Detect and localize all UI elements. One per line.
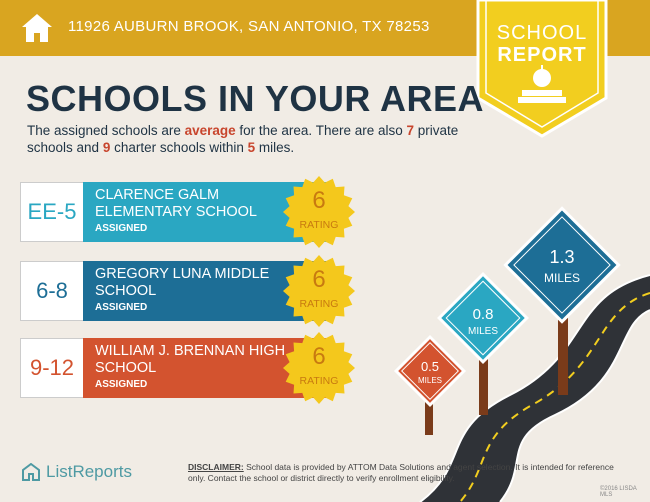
road-illustration: 1.3 MILES 0.8 MILES 0.5 MILES: [393, 206, 650, 502]
school-status: ASSIGNED: [95, 302, 148, 313]
school-name: CLARENCE GALM ELEMENTARY SCHOOL: [95, 187, 257, 220]
listreports-logo[interactable]: ListReports: [22, 462, 132, 482]
disclaimer: DISCLAIMER: School data is provided by A…: [188, 462, 614, 483]
school-report-badge: [476, 0, 608, 138]
school-name: WILLIAM J. BRENNAN HIGH SCHOOL: [95, 343, 286, 376]
sign-0-8-miles: 0.8 MILES: [437, 272, 529, 364]
rating-seal: 6 RATING: [282, 254, 356, 328]
rating-label: RATING: [299, 375, 339, 387]
sign-value: 1.3: [549, 247, 574, 267]
rating-value: 6: [312, 187, 326, 214]
rating-seal: 6 RATING: [282, 175, 356, 249]
rating-value: 6: [312, 343, 326, 370]
rating-value: 6: [312, 266, 326, 293]
sign-unit: MILES: [418, 376, 442, 385]
grade-range: 6-8: [20, 261, 84, 321]
intro-text: The assigned schools are average for the…: [27, 123, 459, 155]
house-icon: [22, 14, 52, 42]
badge-title: SCHOOL REPORT: [496, 22, 588, 66]
listreports-icon: [22, 463, 40, 481]
sign-unit: MILES: [468, 326, 498, 337]
sign-unit: MILES: [544, 271, 580, 285]
school-status: ASSIGNED: [95, 223, 148, 234]
sign-0-5-miles: 0.5 MILES: [393, 334, 467, 408]
rating-label: RATING: [299, 219, 339, 231]
page-title: SCHOOLS IN YOUR AREA: [26, 78, 485, 119]
copyright: ©2016 LISDA MLS: [600, 486, 637, 498]
grade-range: EE-5: [20, 182, 84, 242]
sign-value: 0.5: [421, 359, 439, 374]
school-card: CLARENCE GALM ELEMENTARY SCHOOL ASSIGNED: [83, 182, 333, 242]
sign-value: 0.8: [473, 306, 494, 323]
school-status: ASSIGNED: [95, 379, 148, 390]
grade-range: 9-12: [20, 338, 84, 398]
school-row-high: 9-12 WILLIAM J. BRENNAN HIGH SCHOOL ASSI…: [20, 332, 355, 404]
rating-seal: 6 RATING: [282, 331, 356, 405]
school-row-elementary: EE-5 CLARENCE GALM ELEMENTARY SCHOOL ASS…: [20, 176, 355, 248]
property-address: 11926 AUBURN BROOK, SAN ANTONIO, TX 7825…: [68, 18, 430, 35]
logo-text: ListReports: [46, 462, 132, 481]
school-name: GREGORY LUNA MIDDLE SCHOOL: [95, 266, 270, 299]
school-row-middle: 6-8 GREGORY LUNA MIDDLE SCHOOL ASSIGNED …: [20, 255, 355, 327]
sign-1-3-miles: 1.3 MILES: [503, 206, 621, 324]
apple-books-icon: [518, 65, 566, 103]
rating-label: RATING: [299, 298, 339, 310]
